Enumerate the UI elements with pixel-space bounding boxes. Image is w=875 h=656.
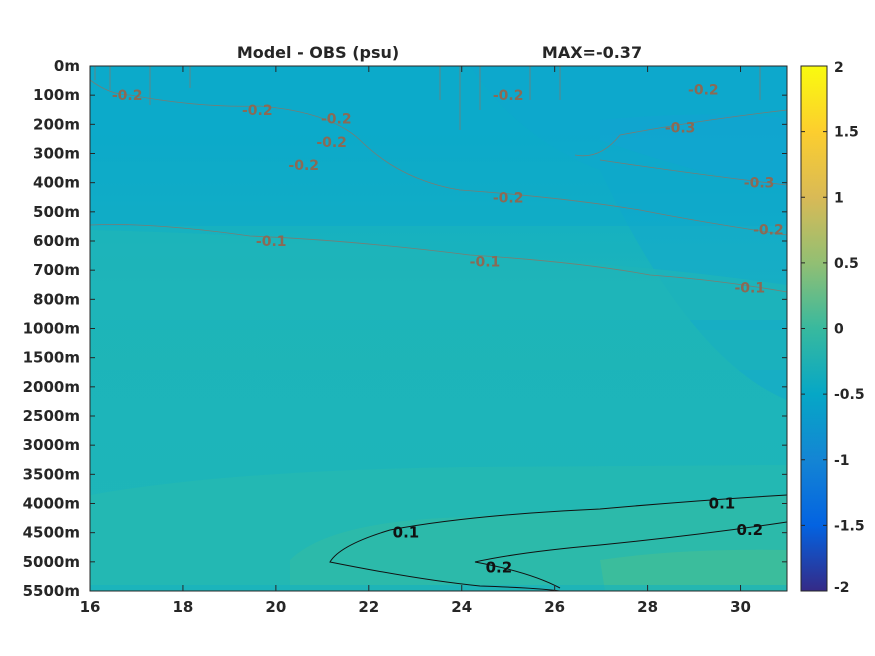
contour-labels: -0.2 -0.2 -0.2 -0.2 -0.2 -0.2 -0.2 -0.3 -0.3 -0.2… — [112, 82, 784, 576]
field-bottom-edge — [90, 585, 787, 591]
field-mid-band — [90, 230, 787, 320]
y-tick-label: 200m — [33, 115, 80, 133]
colorbar-tick-label: -2 — [834, 580, 850, 596]
y-tick-label: 800m — [33, 290, 80, 308]
contour-0.2 — [474, 521, 787, 589]
heatmap-field — [90, 66, 787, 591]
x-tick-label: 18 — [172, 598, 193, 616]
contour-label: -0.2 — [753, 222, 784, 238]
x-axis-ticks: 16 18 20 22 24 26 28 30 — [80, 66, 751, 616]
contour-label: -0.3 — [744, 176, 775, 192]
y-tick-label: 1000m — [23, 320, 80, 338]
contour-label: 0.1 — [709, 495, 736, 513]
contour-minus-0.2-top — [94, 66, 761, 130]
y-tick-label: 2500m — [23, 407, 80, 425]
contour-label: -0.1 — [470, 254, 501, 270]
y-tick-label: 700m — [33, 261, 80, 279]
y-tick-label: 4000m — [23, 495, 80, 513]
y-tick-label: 100m — [33, 86, 80, 104]
pos-contours — [329, 494, 787, 591]
x-tick-label: 24 — [451, 598, 472, 616]
contour-minus-0.2-upper — [90, 79, 787, 236]
field-upper-layer — [90, 66, 787, 226]
y-tick-label: 600m — [33, 232, 80, 250]
colorbar-tick-label: -1 — [834, 453, 850, 469]
field-mid-band-2 — [90, 330, 787, 370]
chart-title-left: Model - OBS (psu) — [237, 43, 399, 62]
field-pos-03-region — [600, 549, 787, 591]
contour-label: -0.2 — [316, 135, 347, 151]
neg-contours — [90, 66, 787, 293]
x-tick-label: 26 — [544, 598, 565, 616]
x-tick-label: 30 — [730, 598, 751, 616]
chart-title-right: MAX=-0.37 — [542, 43, 642, 62]
contour-label: -0.2 — [242, 103, 273, 119]
y-axis-ticks: 0m 100m 200m 300m 400m 500m 600m 700m 800m 1000m 1… — [23, 57, 787, 600]
colorbar-tick-label: -1.5 — [834, 518, 865, 534]
colorbar-tick-label: 0 — [834, 322, 844, 338]
colorbar-tick-label: 1 — [834, 190, 844, 206]
y-tick-label: 3500m — [23, 465, 80, 483]
y-tick-label: 1500m — [23, 349, 80, 367]
contour-label: -0.2 — [288, 158, 319, 174]
contour-label: -0.1 — [256, 234, 287, 250]
colorbar-tick-label: -0.5 — [834, 387, 865, 403]
y-tick-label: 3000m — [23, 436, 80, 454]
contour-label: -0.3 — [665, 120, 696, 136]
y-tick-label: 5000m — [23, 553, 80, 571]
y-tick-label: 0m — [54, 57, 80, 75]
x-tick-label: 16 — [80, 598, 101, 616]
contour-label: 0.2 — [737, 521, 764, 539]
x-tick-label: 28 — [637, 598, 658, 616]
contour-minus-0.3 — [574, 109, 787, 186]
contour-label: -0.2 — [321, 112, 352, 128]
x-tick-label: 20 — [265, 598, 286, 616]
contour-label: 0.2 — [486, 559, 513, 577]
y-tick-label: 500m — [33, 203, 80, 221]
contour-0.1 — [329, 494, 787, 591]
y-tick-label: 300m — [33, 145, 80, 163]
x-tick-label: 22 — [358, 598, 379, 616]
contour-minus-0.1 — [90, 224, 787, 293]
contour-label: -0.2 — [112, 88, 143, 104]
colorbar-ticks: 2 1.5 1 0.5 0 -0.5 -1 -1.5 -2 — [801, 60, 865, 596]
colorbar-tick-label: 1.5 — [834, 125, 859, 141]
contour-label: -0.1 — [735, 281, 766, 297]
y-tick-label: 2000m — [23, 378, 80, 396]
contour-label: -0.2 — [493, 190, 524, 206]
y-tick-label: 4500m — [23, 524, 80, 542]
y-tick-label: 5500m — [23, 582, 80, 600]
colorbar-tick-label: 0.5 — [834, 256, 859, 272]
contour-label: 0.1 — [393, 524, 420, 542]
y-tick-label: 400m — [33, 174, 80, 192]
colorbar-tick-label: 2 — [834, 60, 844, 76]
contour-label: -0.2 — [493, 88, 524, 104]
contour-label: -0.2 — [688, 82, 719, 98]
